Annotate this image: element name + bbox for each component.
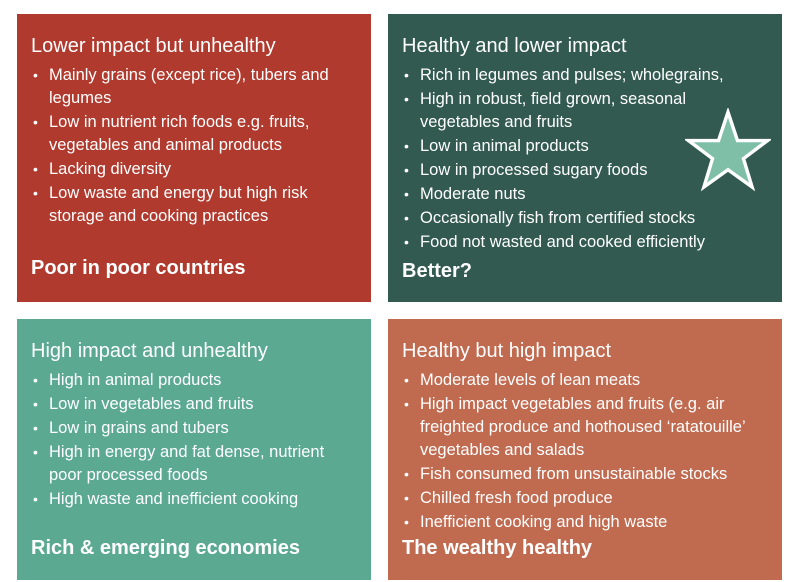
bullet-icon: • — [404, 396, 409, 412]
list-item-text: Moderate nuts — [420, 185, 526, 203]
list-item: • Occasionally fish from certified stocks — [402, 207, 768, 230]
list-item-text: Low waste and energy but high risk stora… — [49, 184, 308, 225]
bullet-icon: • — [33, 372, 38, 388]
list-item-text: Moderate levels of lean meats — [420, 371, 641, 389]
list-item: • Low in nutrient rich foods e.g. fruits,… — [31, 111, 357, 157]
panel-title: Lower impact but unhealthy — [31, 35, 276, 57]
bullet-icon: • — [33, 444, 38, 460]
list-item-text: Rich in legumes and pulses; wholegrains, — [420, 66, 724, 84]
bullet-icon: • — [404, 138, 409, 154]
list-item-text: Inefficient cooking and high waste — [420, 513, 668, 531]
bullet-icon: • — [404, 466, 409, 482]
list-item-text: High in energy and fat dense, nutrient p… — [49, 443, 325, 484]
bullet-icon: • — [33, 185, 38, 201]
list-item-text: Low in vegetables and fruits — [49, 395, 254, 413]
list-item: • Food not wasted and cooked efficiently — [402, 231, 768, 254]
list-item: • Mainly grains (except rice), tubers and… — [31, 64, 357, 110]
list-item-text: Lacking diversity — [49, 160, 171, 178]
bullet-icon: • — [33, 491, 38, 507]
bullet-icon: • — [404, 91, 409, 107]
list-item-text: Food not wasted and cooked efficiently — [420, 233, 705, 251]
item-list: • Rich in legumes and pulses; wholegrains… — [402, 64, 768, 254]
bullet-icon: • — [404, 210, 409, 226]
list-item-text: Low in processed sugary foods — [420, 161, 648, 179]
list-item: • High in robust, field grown, seasonal v… — [402, 88, 768, 134]
list-item: • Low in animal products — [402, 135, 768, 158]
item-list: • High in animal products • Low in vegetab… — [31, 369, 357, 511]
list-item-text: High in animal products — [49, 371, 222, 389]
panel-title: High impact and unhealthy — [31, 340, 268, 362]
list-item-text: High impact vegetables and fruits (e.g. … — [420, 395, 746, 459]
bullet-icon: • — [404, 162, 409, 178]
bullet-icon: • — [404, 490, 409, 506]
list-item-text: Low in animal products — [420, 137, 589, 155]
list-item-text: Low in nutrient rich foods e.g. fruits, … — [49, 113, 310, 154]
list-item: • Low in processed sugary foods — [402, 159, 768, 182]
item-list: • Moderate levels of lean meats • High imp… — [402, 369, 768, 534]
item-list: • Mainly grains (except rice), tubers and… — [31, 64, 357, 228]
panel-title: Healthy and lower impact — [402, 35, 627, 57]
bullet-icon: • — [33, 114, 38, 130]
bullet-icon: • — [404, 234, 409, 250]
panel-footer: Better? — [402, 260, 473, 282]
bullet-icon: • — [404, 67, 409, 83]
panel-footer: The wealthy healthy — [402, 537, 593, 559]
panel-high-impact-unhealthy: High impact and unhealthy • High in anima… — [17, 319, 371, 580]
bullet-icon: • — [404, 186, 409, 202]
list-item: • Chilled fresh food produce — [402, 487, 768, 510]
panel-footer: Poor in poor countries — [31, 257, 246, 279]
star-icon — [685, 108, 771, 192]
list-item-text: Chilled fresh food produce — [420, 489, 613, 507]
list-item: • Fish consumed from unsustainable stocks — [402, 463, 768, 486]
panel-footer: Rich & emerging economies — [31, 537, 300, 559]
list-item-text: Mainly grains (except rice), tubers and … — [49, 66, 329, 107]
bullet-icon: • — [33, 67, 38, 83]
panel-healthy-lower-impact: Healthy and lower impact • Rich in legume… — [388, 14, 782, 302]
panel-title: Healthy but high impact — [402, 340, 612, 362]
list-item: • Lacking diversity — [31, 158, 357, 181]
list-item: • Low waste and energy but high risk stor… — [31, 182, 357, 228]
panel-healthy-high-impact: Healthy but high impact • Moderate levels… — [388, 319, 782, 580]
bullet-icon: • — [33, 396, 38, 412]
bullet-icon: • — [33, 161, 38, 177]
list-item: • Moderate nuts — [402, 183, 768, 206]
bullet-icon: • — [404, 372, 409, 388]
list-item: • Rich in legumes and pulses; wholegrains… — [402, 64, 768, 87]
list-item-text: High waste and inefficient cooking — [49, 490, 299, 508]
panel-lower-impact-unhealthy: Lower impact but unhealthy • Mainly grain… — [17, 14, 371, 302]
list-item: • High in animal products — [31, 369, 357, 392]
list-item: • High waste and inefficient cooking — [31, 488, 357, 511]
bullet-icon: • — [404, 514, 409, 530]
list-item: • High in energy and fat dense, nutrient … — [31, 441, 357, 487]
list-item: • Low in vegetables and fruits — [31, 393, 357, 416]
list-item-text: Fish consumed from unsustainable stocks — [420, 465, 728, 483]
list-item: • Moderate levels of lean meats — [402, 369, 768, 392]
list-item: • Low in grains and tubers — [31, 417, 357, 440]
list-item-text: Occasionally fish from certified stocks — [420, 209, 696, 227]
list-item: • High impact vegetables and fruits (e.g.… — [402, 393, 768, 462]
list-item-text: High in robust, field grown, seasonal ve… — [420, 90, 686, 131]
list-item: • Inefficient cooking and high waste — [402, 511, 768, 534]
list-item-text: Low in grains and tubers — [49, 419, 229, 437]
bullet-icon: • — [33, 420, 38, 436]
